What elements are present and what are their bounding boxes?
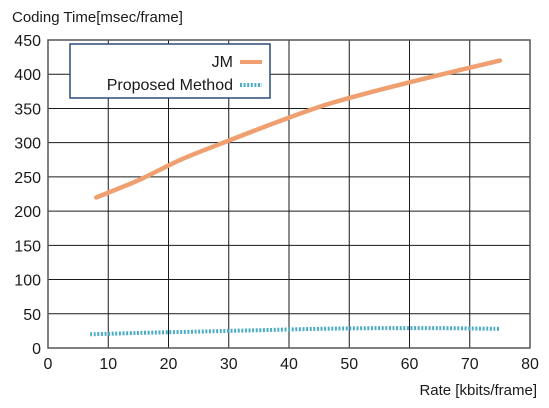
y-axis-label: Coding Time[msec/frame] [12, 9, 183, 26]
x-tick-label: 40 [280, 356, 298, 373]
y-tick-label: 400 [14, 67, 41, 84]
series-layer [90, 58, 503, 337]
y-tick-label: 250 [14, 170, 41, 187]
grid [48, 40, 530, 348]
y-tick-label: 150 [14, 238, 41, 255]
legend-box [69, 43, 271, 99]
y-tick-label: 50 [23, 307, 41, 324]
series-line-jm [93, 58, 503, 200]
x-tick-label: 0 [44, 356, 53, 373]
x-tick-label: 10 [99, 356, 117, 373]
y-tick-label: 100 [14, 273, 41, 290]
legend: JM Proposed Method [69, 43, 271, 99]
plot-frame [47, 39, 531, 349]
x-tick-label: 50 [340, 356, 358, 373]
y-tick-label: 0 [32, 341, 41, 358]
series-line-proposed-method [90, 326, 500, 337]
tick-labels: 0 10 20 30 40 50 60 70 80 0 50 100 150 200 250 300 350 40… [14, 33, 539, 373]
y-tick-label: 200 [14, 204, 41, 221]
legend-label-proposed-method: Proposed Method [107, 77, 233, 94]
x-tick-label: 20 [160, 356, 178, 373]
x-axis-label: Rate [kbits/frame] [419, 382, 537, 399]
x-tick-label: 60 [401, 356, 419, 373]
x-tick-label: 30 [220, 356, 238, 373]
legend-label-jm: JM [212, 54, 233, 71]
y-tick-label: 300 [14, 136, 41, 153]
y-tick-label: 350 [14, 101, 41, 118]
x-tick-label: 70 [461, 356, 479, 373]
y-tick-label: 450 [14, 33, 41, 50]
x-tick-label: 80 [521, 356, 539, 373]
